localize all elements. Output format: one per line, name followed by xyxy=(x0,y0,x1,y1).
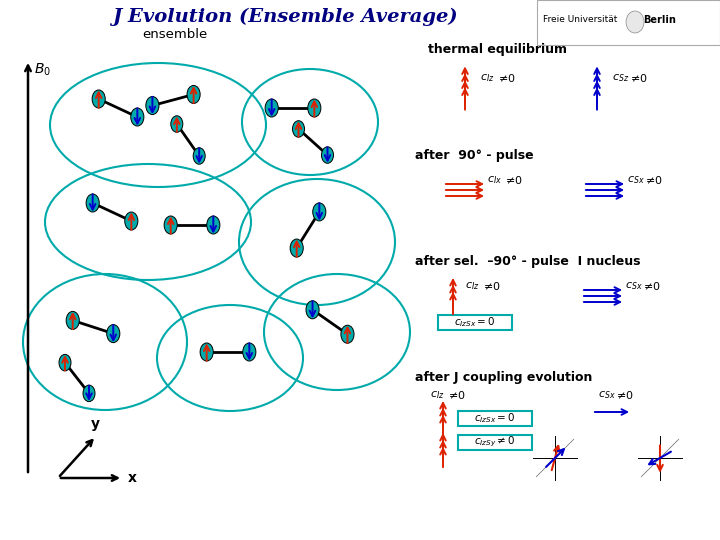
Text: $B_0$: $B_0$ xyxy=(34,62,51,78)
Text: $c_{\mathit{Ix}}$: $c_{\mathit{Ix}}$ xyxy=(487,174,502,186)
Ellipse shape xyxy=(292,121,305,137)
Ellipse shape xyxy=(243,343,256,361)
Ellipse shape xyxy=(306,301,319,319)
Text: $\neq\!0$: $\neq\!0$ xyxy=(643,174,663,186)
Ellipse shape xyxy=(125,212,138,230)
Bar xyxy=(537,0,720,45)
Text: $c_{\mathit{Sz}}$: $c_{\mathit{Sz}}$ xyxy=(612,72,629,84)
Text: ensemble: ensemble xyxy=(143,29,207,42)
Ellipse shape xyxy=(341,325,354,343)
Ellipse shape xyxy=(187,85,200,104)
Ellipse shape xyxy=(131,108,144,126)
Ellipse shape xyxy=(193,148,205,164)
Text: $c_{\mathit{Iz}}$: $c_{\mathit{Iz}}$ xyxy=(465,280,480,292)
Text: $c_{\mathit{Iz}}$: $c_{\mathit{Iz}}$ xyxy=(430,389,445,401)
Ellipse shape xyxy=(312,203,326,221)
Ellipse shape xyxy=(171,116,183,132)
Text: $\neq\!0$: $\neq\!0$ xyxy=(481,280,501,292)
Text: Freie Universität: Freie Universität xyxy=(543,16,617,24)
Text: thermal equilibrium: thermal equilibrium xyxy=(428,44,567,57)
Ellipse shape xyxy=(107,325,120,342)
Ellipse shape xyxy=(626,11,644,33)
Text: $\neq\!0$: $\neq\!0$ xyxy=(496,72,516,84)
Text: $c_{IzSx} = 0$: $c_{IzSx} = 0$ xyxy=(454,315,496,329)
Text: $c_{\mathit{Iz}}$: $c_{\mathit{Iz}}$ xyxy=(480,72,495,84)
Text: Berlin: Berlin xyxy=(644,15,676,25)
Text: $c_{\mathit{Sx}}$: $c_{\mathit{Sx}}$ xyxy=(598,389,616,401)
Text: $\neq\!0$: $\neq\!0$ xyxy=(503,174,523,186)
Ellipse shape xyxy=(207,216,220,234)
Ellipse shape xyxy=(307,99,321,117)
Ellipse shape xyxy=(290,239,303,257)
Text: x: x xyxy=(128,471,137,485)
Ellipse shape xyxy=(59,354,71,371)
Bar xyxy=(458,435,532,449)
Ellipse shape xyxy=(92,90,105,108)
Text: $\neq\!0$: $\neq\!0$ xyxy=(641,280,661,292)
Ellipse shape xyxy=(66,312,79,329)
Ellipse shape xyxy=(86,194,99,212)
Bar xyxy=(458,410,532,426)
Text: $c_{IzSy} \neq 0$: $c_{IzSy} \neq 0$ xyxy=(474,435,516,449)
Ellipse shape xyxy=(83,385,95,402)
Text: after sel.  –90° - pulse  I nucleus: after sel. –90° - pulse I nucleus xyxy=(415,255,641,268)
Ellipse shape xyxy=(322,147,333,163)
Ellipse shape xyxy=(265,99,278,117)
Text: $c_{\mathit{Sx}}$: $c_{\mathit{Sx}}$ xyxy=(625,280,643,292)
Text: after J coupling evolution: after J coupling evolution xyxy=(415,372,593,384)
Ellipse shape xyxy=(200,343,213,361)
Text: $c_{IzSx} = 0$: $c_{IzSx} = 0$ xyxy=(474,411,516,425)
Text: $\neq\!0$: $\neq\!0$ xyxy=(628,72,648,84)
Text: $\neq\!0$: $\neq\!0$ xyxy=(614,389,634,401)
Ellipse shape xyxy=(164,216,177,234)
Text: after  90° - pulse: after 90° - pulse xyxy=(415,148,534,161)
Ellipse shape xyxy=(146,97,159,114)
Bar xyxy=(438,314,512,329)
Text: J Evolution (Ensemble Average): J Evolution (Ensemble Average) xyxy=(112,8,458,26)
Text: $\neq\!0$: $\neq\!0$ xyxy=(446,389,466,401)
Text: y: y xyxy=(91,417,99,431)
Text: $c_{\mathit{Sx}}$: $c_{\mathit{Sx}}$ xyxy=(627,174,644,186)
